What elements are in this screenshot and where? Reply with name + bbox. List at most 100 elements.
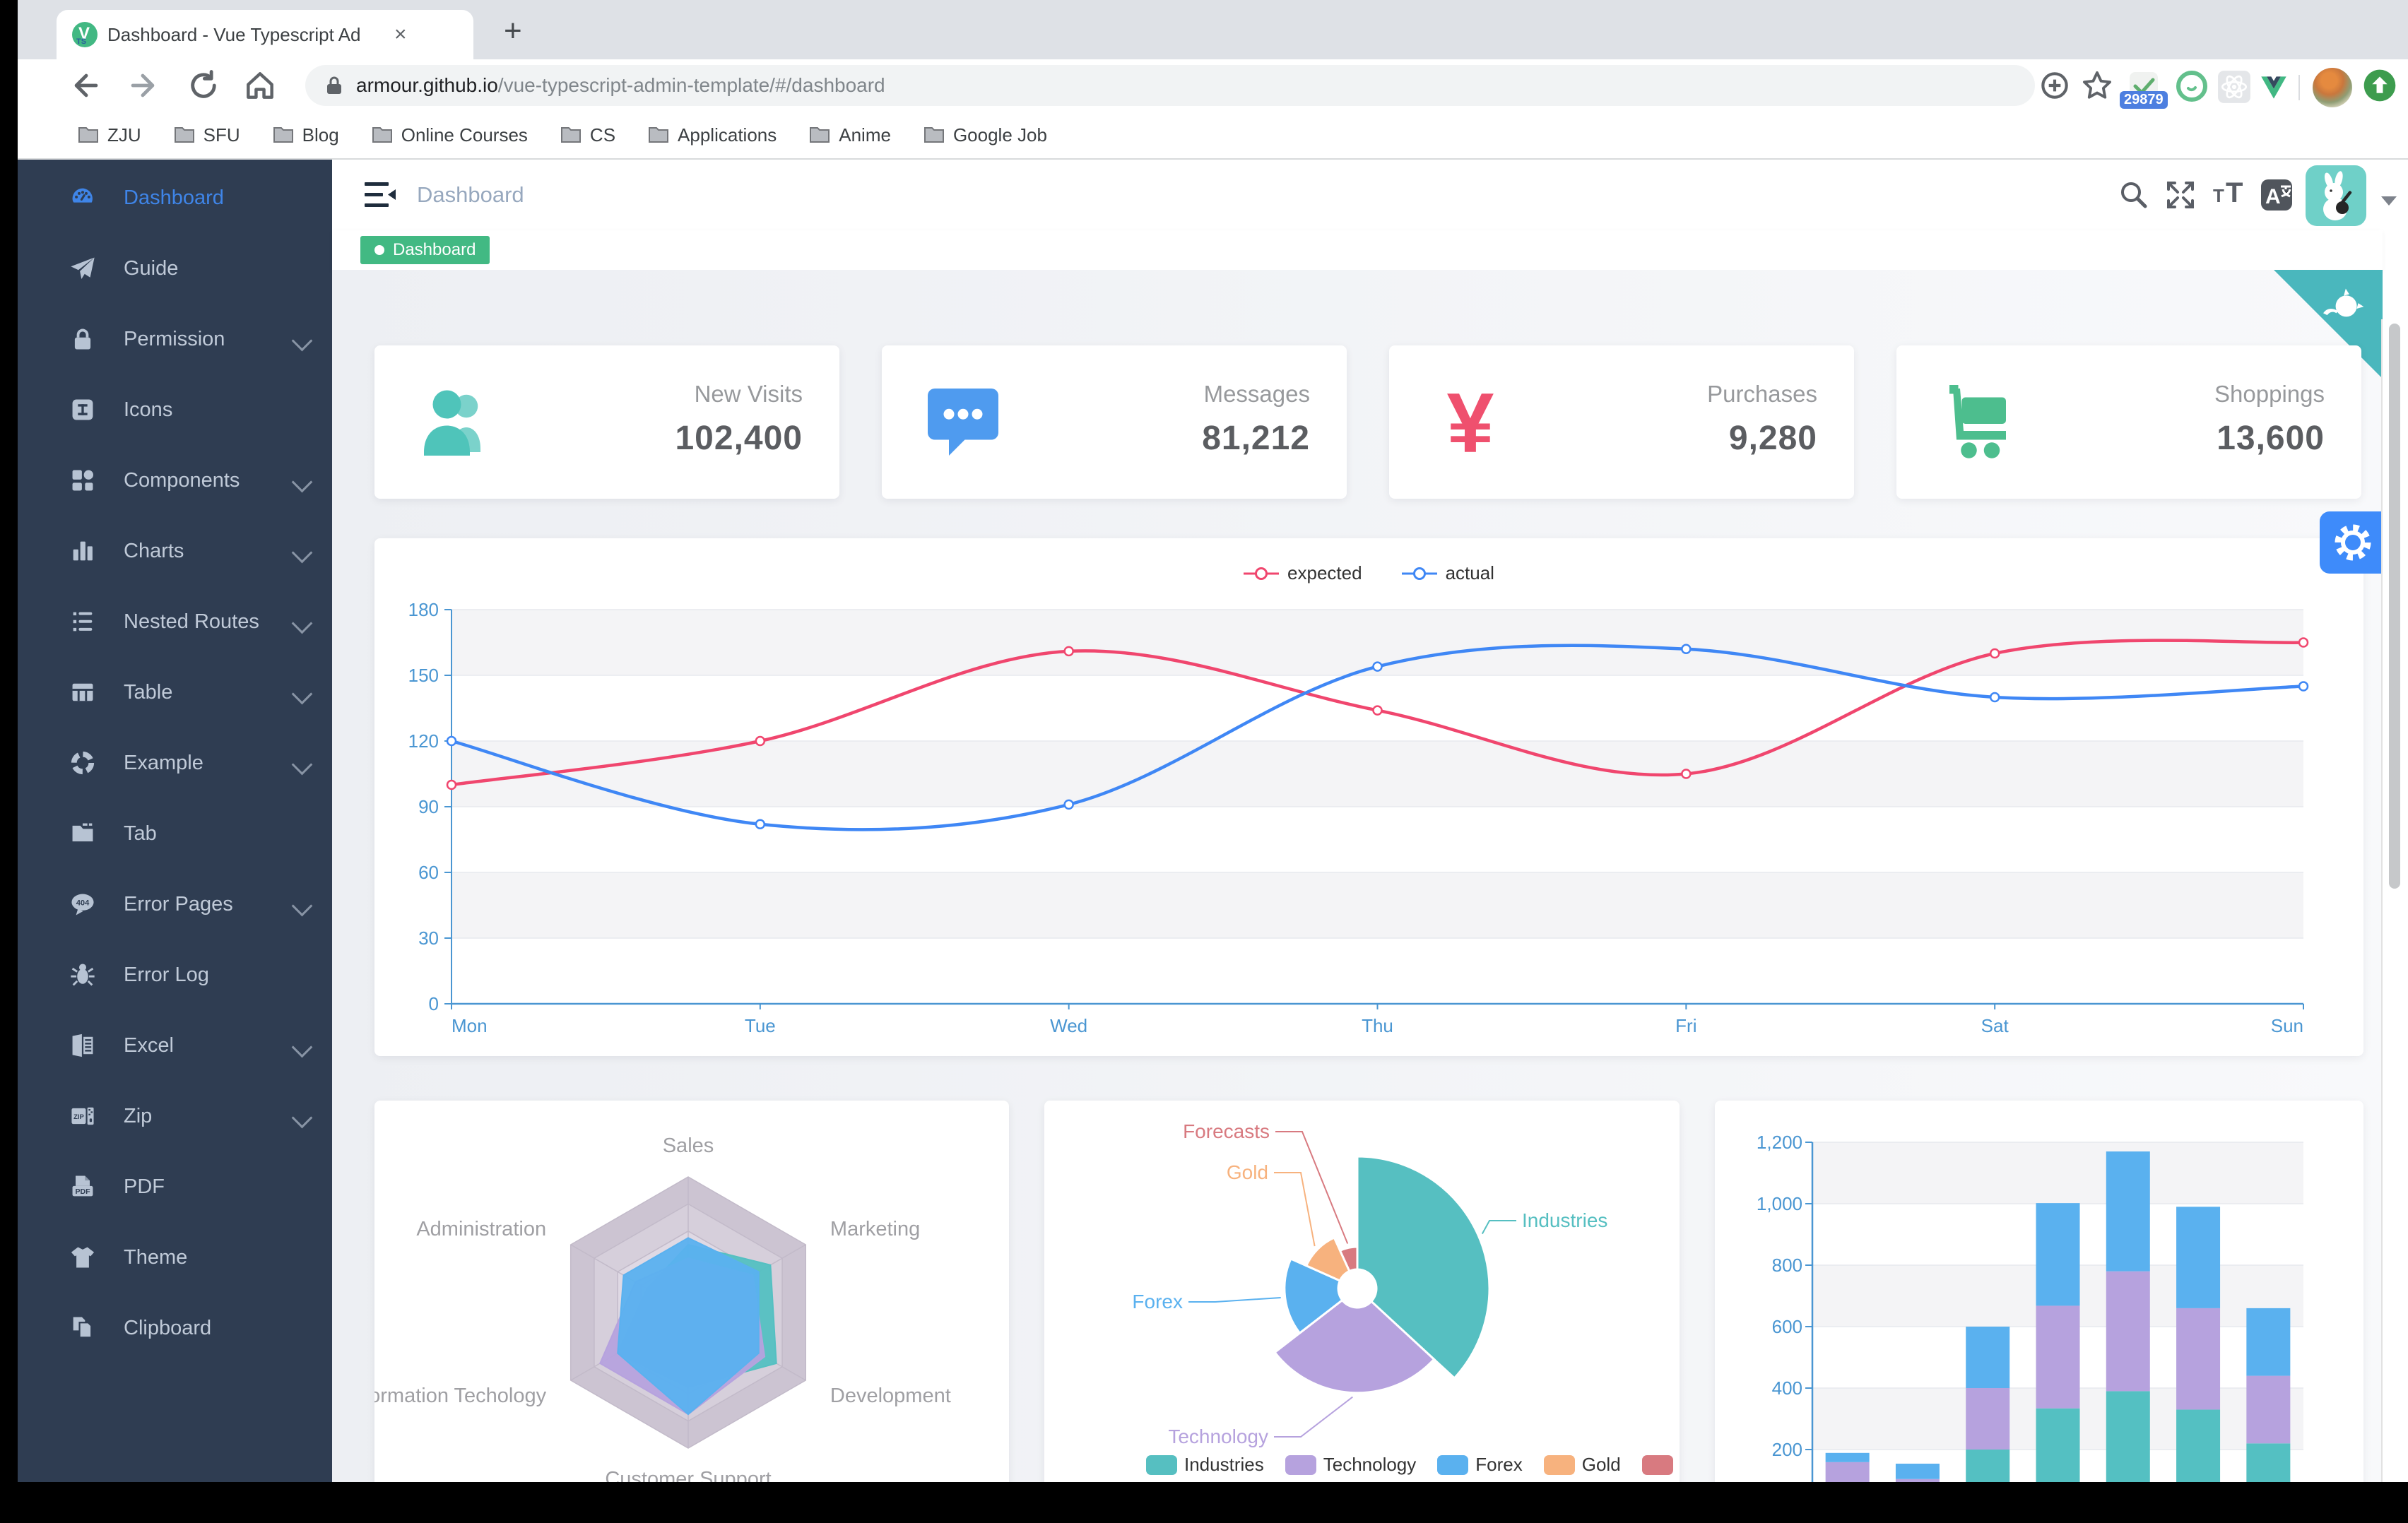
stat-card-shoppings[interactable]: Shoppings 13,600	[1896, 345, 2361, 499]
tab-close-icon[interactable]: ×	[394, 23, 407, 46]
bookmark-online-courses[interactable]: Online Courses	[372, 124, 528, 146]
sidebar-item-excel[interactable]: Excel	[18, 1010, 332, 1081]
sidebar-item-error-log[interactable]: Error Log	[18, 940, 332, 1010]
peoples-icon	[424, 390, 480, 456]
sidebar-item-icons[interactable]: Icons	[18, 374, 332, 445]
vue-devtools-icon[interactable]	[2256, 69, 2291, 105]
forward-icon[interactable]	[125, 68, 160, 103]
zoom-plus-icon[interactable]	[2037, 68, 2072, 103]
bookmark-blog[interactable]: Blog	[273, 124, 339, 146]
bookmark-sfu[interactable]: SFU	[174, 124, 240, 146]
home-icon[interactable]	[242, 68, 278, 103]
money-icon: ¥	[1447, 378, 1494, 463]
legend-swatch	[1543, 1454, 1575, 1475]
line-chart-legend[interactable]: expected actual	[374, 562, 2363, 584]
svg-text:Gold: Gold	[1227, 1161, 1268, 1183]
svg-text:Forex: Forex	[1132, 1291, 1183, 1312]
stat-card-purchases[interactable]: ¥ Purchases 9,280	[1389, 345, 1854, 499]
svg-text:800: 800	[1772, 1255, 1802, 1276]
svg-text:T: T	[2226, 178, 2243, 208]
sidebar-item-example[interactable]: Example	[18, 728, 332, 798]
sidebar-item-label: Nested Routes	[124, 610, 259, 633]
chevron-icon	[291, 542, 313, 564]
stat-card-messages[interactable]: Messages 81,212	[882, 345, 1347, 499]
bookmark-google-job[interactable]: Google Job	[923, 124, 1047, 146]
bookmark-label: CS	[589, 124, 616, 146]
app: Dashboard Guide Permission Icons Components C…	[18, 160, 2408, 1482]
fullscreen-icon[interactable]	[2164, 178, 2197, 212]
sidebar-item-label: Components	[124, 468, 240, 492]
svg-text:1,000: 1,000	[1757, 1193, 1802, 1214]
sidebar-item-theme[interactable]: Theme	[18, 1222, 332, 1293]
legend-label: actual	[1445, 562, 1494, 583]
extension-up-icon[interactable]	[2362, 68, 2397, 103]
bookmark-zju[interactable]: ZJU	[78, 124, 141, 146]
tab-title: Dashboard - Vue Typescript Ad	[107, 23, 361, 45]
lock-icon	[74, 328, 91, 350]
chevron-down-icon[interactable]	[2381, 196, 2397, 206]
pie-legend-item-gold[interactable]: Gold	[1543, 1454, 1621, 1476]
legend-label: Forex	[1475, 1454, 1523, 1475]
back-icon[interactable]	[69, 68, 104, 103]
settings-button[interactable]	[2320, 511, 2383, 574]
sidebar-item-clipboard[interactable]: Clipboard	[18, 1293, 332, 1363]
pie-legend-item-technology[interactable]: Technology	[1285, 1454, 1416, 1476]
folder-icon	[372, 127, 392, 143]
browser-tab[interactable]: V TS Dashboard - Vue Typescript Ad ×	[57, 10, 473, 59]
react-devtools-icon[interactable]	[2217, 69, 2252, 105]
user-avatar[interactable]	[2306, 165, 2366, 226]
sidebar-item-permission[interactable]: Permission	[18, 304, 332, 374]
extension-green-icon[interactable]	[2174, 69, 2209, 104]
tag-dashboard[interactable]: Dashboard	[360, 236, 490, 264]
sidebar-item-error-pages[interactable]: 404 Error Pages	[18, 869, 332, 940]
bookmark-applications[interactable]: Applications	[648, 124, 777, 146]
stat-value: 102,400	[675, 420, 803, 457]
sidebar-item-dashboard[interactable]: Dashboard	[18, 162, 332, 233]
scrollbar-thumb[interactable]	[2389, 324, 2400, 889]
chevron-icon	[291, 754, 313, 776]
extension-check-icon[interactable]: 29879	[2120, 69, 2168, 109]
sidebar-item-pdf[interactable]: PDF PDF	[18, 1151, 332, 1222]
sidebar-item-charts[interactable]: Charts	[18, 516, 332, 586]
sidebar-item-guide[interactable]: Guide	[18, 233, 332, 304]
guide-icon	[71, 257, 95, 279]
new-tab-button[interactable]: +	[504, 13, 522, 48]
vue-favicon-icon: V TS	[72, 22, 98, 47]
reload-icon[interactable]	[186, 68, 221, 103]
svg-text:0: 0	[429, 993, 439, 1014]
chevron-icon	[291, 330, 313, 352]
chevron-icon	[291, 471, 313, 493]
search-icon[interactable]	[2116, 178, 2150, 212]
pie-chart-card: Industries Technology Forex Gold Forecasts I…	[1044, 1101, 1680, 1482]
sidebar-item-nested-routes[interactable]: Nested Routes	[18, 586, 332, 657]
svg-text:Administration: Administration	[416, 1218, 546, 1240]
pie-legend-item-forex[interactable]: Forex	[1437, 1454, 1523, 1476]
sidebar-item-components[interactable]: Components	[18, 445, 332, 516]
sidebar-item-tab[interactable]: Tab	[18, 798, 332, 869]
bookmark-anime[interactable]: Anime	[809, 124, 891, 146]
legend-item-actual[interactable]: actual	[1401, 562, 1494, 584]
profile-avatar[interactable]	[2313, 68, 2352, 107]
pie-chart-legend[interactable]: Industries Technology Forex Gold Forecasts	[1146, 1454, 1680, 1476]
stat-card-new-visits[interactable]: New Visits 102,400	[374, 345, 839, 499]
dashboard-icon	[72, 188, 93, 203]
url-bar[interactable]: armour.github.io/vue-typescript-admin-te…	[305, 65, 2035, 106]
legend-item-expected[interactable]: expected	[1244, 562, 1362, 584]
pie-legend-item-forecasts[interactable]: Forecasts	[1641, 1454, 1680, 1476]
svg-text:A: A	[2265, 185, 2281, 208]
bookmark-label: Google Job	[952, 124, 1047, 146]
sidebar-item-table[interactable]: Table	[18, 657, 332, 728]
pie-legend-item-industries[interactable]: Industries	[1146, 1454, 1264, 1476]
bookmark-cs[interactable]: CS	[560, 124, 615, 146]
scrollbar-track[interactable]	[2381, 319, 2408, 1482]
svg-text:Development: Development	[830, 1385, 951, 1407]
stat-value: 9,280	[1728, 420, 1817, 457]
hamburger-icon[interactable]	[363, 179, 397, 211]
svg-text:PDF: PDF	[75, 1187, 90, 1196]
translate-icon[interactable]: A	[2260, 178, 2294, 212]
bookmark-star-icon[interactable]	[2079, 68, 2115, 103]
sidebar-item-zip[interactable]: ZIP Zip	[18, 1081, 332, 1151]
page-content: New Visits 102,400 Messages 81,212 ¥ Purchase…	[332, 270, 2383, 1482]
